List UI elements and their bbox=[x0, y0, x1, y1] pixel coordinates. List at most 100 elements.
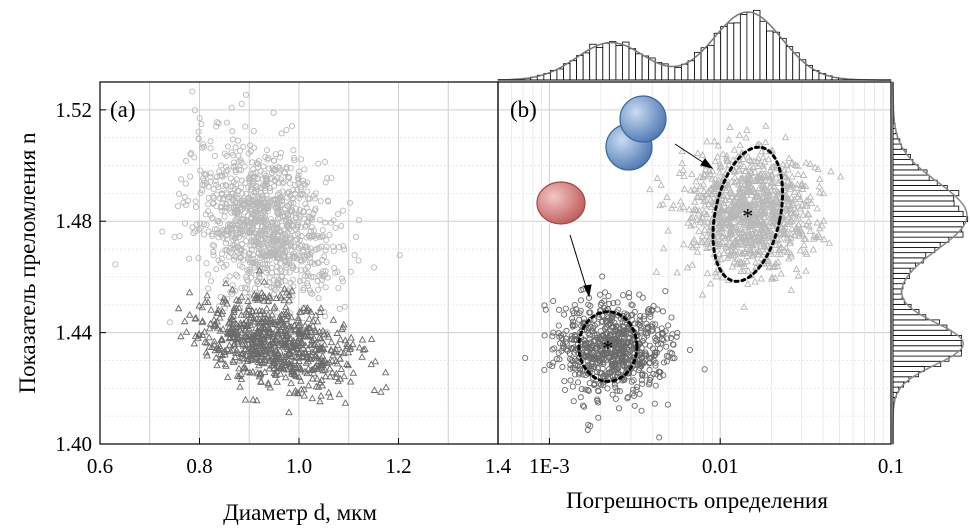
data-point bbox=[351, 252, 358, 259]
data-point bbox=[224, 373, 232, 380]
data-point bbox=[307, 332, 315, 340]
data-point bbox=[737, 258, 745, 265]
data-point bbox=[600, 381, 607, 389]
data-point bbox=[336, 305, 343, 312]
data-point bbox=[781, 223, 789, 230]
data-point bbox=[264, 379, 272, 386]
data-point bbox=[789, 199, 798, 207]
data-point bbox=[708, 190, 717, 198]
data-point bbox=[250, 346, 259, 354]
data-point bbox=[675, 169, 684, 177]
data-point bbox=[561, 311, 568, 318]
data-point bbox=[741, 223, 749, 231]
histogram-bar bbox=[576, 55, 584, 81]
data-point bbox=[237, 292, 246, 300]
data-point bbox=[224, 143, 231, 150]
data-point bbox=[764, 187, 772, 194]
data-point bbox=[584, 426, 591, 433]
data-point bbox=[309, 369, 318, 377]
histogram-fit-curve bbox=[498, 11, 891, 81]
data-point bbox=[637, 327, 644, 334]
data-point bbox=[742, 133, 750, 141]
data-point bbox=[643, 320, 650, 327]
data-point bbox=[293, 388, 301, 396]
data-point bbox=[617, 347, 624, 354]
data-point bbox=[262, 172, 269, 180]
data-point bbox=[232, 295, 241, 303]
data-point bbox=[210, 340, 219, 348]
data-point bbox=[261, 253, 268, 260]
histogram-bar bbox=[608, 41, 617, 81]
data-point bbox=[744, 214, 752, 222]
data-point bbox=[311, 345, 320, 353]
data-point bbox=[309, 290, 316, 297]
data-point bbox=[688, 243, 697, 251]
data-point bbox=[268, 310, 276, 318]
data-point bbox=[730, 218, 738, 226]
data-point bbox=[180, 317, 189, 325]
data-point bbox=[222, 204, 229, 211]
data-point bbox=[232, 217, 239, 224]
data-point bbox=[240, 143, 247, 150]
data-point bbox=[713, 239, 722, 247]
data-point bbox=[567, 361, 574, 369]
data-point bbox=[685, 205, 693, 213]
data-point bbox=[299, 353, 307, 361]
data-point bbox=[247, 205, 254, 212]
panel-a-label-text: (a) bbox=[110, 97, 136, 122]
data-point bbox=[270, 304, 278, 312]
data-point bbox=[242, 91, 249, 98]
data-point bbox=[223, 182, 230, 189]
data-point bbox=[601, 297, 608, 304]
data-point bbox=[577, 394, 584, 401]
data-point bbox=[625, 349, 632, 356]
data-point bbox=[760, 187, 768, 195]
data-point bbox=[218, 207, 225, 215]
data-point bbox=[659, 308, 667, 315]
data-point bbox=[310, 334, 318, 342]
data-point bbox=[300, 247, 307, 254]
data-point bbox=[313, 317, 322, 325]
data-point bbox=[216, 172, 224, 179]
data-point bbox=[341, 336, 350, 344]
data-point bbox=[771, 262, 779, 270]
data-point bbox=[253, 293, 261, 301]
data-point bbox=[228, 285, 237, 293]
data-point bbox=[211, 320, 220, 327]
data-point bbox=[199, 144, 206, 151]
histogram-bar bbox=[602, 42, 610, 81]
data-point bbox=[189, 88, 196, 95]
data-point bbox=[730, 145, 739, 153]
data-point bbox=[643, 332, 651, 339]
data-point bbox=[316, 308, 324, 315]
data-point bbox=[759, 198, 768, 205]
data-point bbox=[644, 307, 651, 314]
data-point bbox=[760, 220, 769, 228]
data-point bbox=[275, 279, 282, 286]
data-point bbox=[205, 271, 212, 278]
data-point bbox=[711, 157, 719, 165]
data-point bbox=[659, 200, 667, 208]
data-point bbox=[210, 200, 217, 207]
data-point bbox=[254, 174, 261, 181]
data-point bbox=[295, 349, 303, 357]
data-point bbox=[260, 217, 267, 224]
data-point bbox=[252, 262, 259, 269]
data-point bbox=[760, 200, 768, 208]
data-point bbox=[340, 243, 347, 250]
data-point bbox=[264, 236, 271, 243]
data-point bbox=[242, 238, 250, 245]
data-point bbox=[247, 142, 254, 149]
data-point bbox=[756, 170, 764, 178]
data-point bbox=[761, 206, 769, 214]
data-point bbox=[341, 246, 348, 253]
data-point bbox=[338, 275, 345, 282]
data-point bbox=[195, 226, 203, 233]
data-point bbox=[266, 274, 273, 281]
data-point bbox=[660, 359, 667, 366]
data-point bbox=[768, 273, 776, 281]
data-point bbox=[602, 324, 609, 331]
data-point bbox=[278, 338, 286, 346]
histogram-bar bbox=[892, 298, 905, 305]
data-point bbox=[312, 311, 320, 319]
